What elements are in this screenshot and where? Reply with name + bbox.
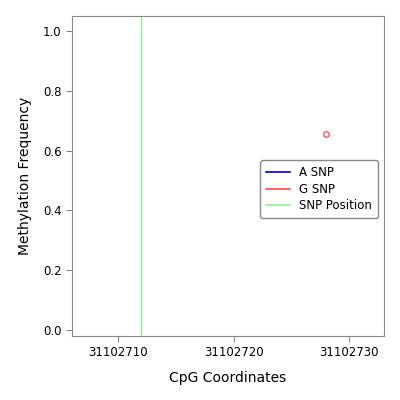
Y-axis label: Methylation Frequency: Methylation Frequency [18,97,32,255]
Legend: A SNP, G SNP, SNP Position: A SNP, G SNP, SNP Position [260,160,378,218]
X-axis label: CpG Coordinates: CpG Coordinates [169,370,287,384]
